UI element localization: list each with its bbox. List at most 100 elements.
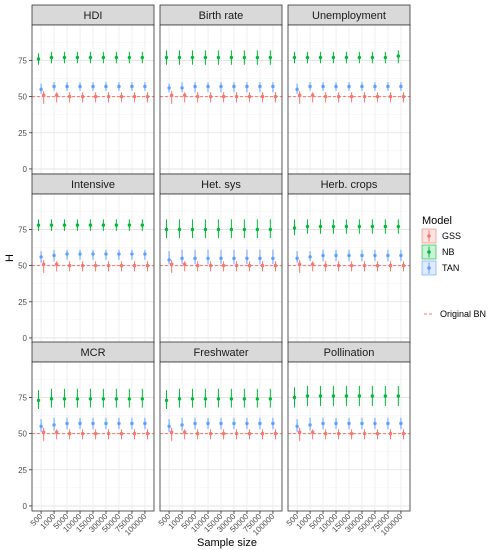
- point-tan: [232, 256, 236, 261]
- point-tan: [104, 252, 108, 256]
- point-tan: [295, 424, 299, 429]
- point-gss: [106, 94, 111, 99]
- point-tan: [65, 252, 69, 256]
- point-gss: [362, 263, 367, 268]
- facet-panel: HDI: [31, 4, 155, 175]
- point-gss: [221, 263, 226, 268]
- point-gss: [169, 93, 174, 97]
- point-gss: [273, 431, 278, 436]
- point-nb: [370, 224, 375, 229]
- point-gss: [182, 262, 187, 266]
- point-nb: [114, 223, 119, 227]
- point-tan: [245, 421, 249, 426]
- point-gss: [375, 431, 380, 436]
- point-tan: [245, 84, 249, 89]
- point-nb: [318, 55, 323, 60]
- point-gss: [349, 431, 354, 436]
- point-tan: [78, 252, 82, 256]
- point-nb: [292, 395, 297, 400]
- facet-panel: Intensive: [31, 173, 155, 344]
- point-gss: [169, 262, 174, 266]
- point-nb: [114, 397, 119, 401]
- facet-title: MCR: [80, 347, 105, 359]
- point-gss: [106, 263, 111, 268]
- facet-title: HDI: [84, 10, 103, 22]
- point-gss: [260, 431, 265, 436]
- point-gss: [93, 431, 98, 436]
- point-gss: [297, 430, 302, 434]
- point-tan: [334, 84, 338, 89]
- legend-label: GSS: [442, 231, 461, 241]
- point-nb: [229, 55, 234, 60]
- y-axis-title: H: [4, 254, 16, 262]
- point-tan: [334, 253, 338, 258]
- point-nb: [229, 227, 234, 232]
- point-tan: [167, 258, 171, 262]
- point-nb: [88, 55, 93, 60]
- point-nb: [318, 394, 323, 398]
- point-tan: [193, 256, 197, 261]
- point-gss: [234, 431, 239, 436]
- point-tan: [167, 424, 171, 429]
- point-gss: [247, 431, 252, 436]
- point-nb: [177, 227, 182, 232]
- y-tick-label: 0: [23, 334, 28, 343]
- point-nb: [305, 394, 310, 398]
- legend-title: Model: [422, 215, 452, 227]
- point-gss: [41, 430, 46, 434]
- y-tick-label: 25: [18, 466, 27, 475]
- point-gss: [169, 430, 174, 434]
- point-nb: [331, 394, 336, 398]
- point-tan: [219, 421, 223, 426]
- point-nb: [370, 394, 375, 398]
- point-gss: [323, 263, 328, 268]
- point-tan: [117, 421, 121, 426]
- point-tan: [399, 421, 403, 426]
- point-nb: [127, 397, 132, 401]
- point-tan: [39, 87, 43, 92]
- point-gss: [388, 263, 393, 268]
- point-gss: [221, 94, 226, 99]
- point-nb: [49, 223, 54, 227]
- point-gss: [388, 94, 393, 99]
- facet-panel: Het. sys: [159, 173, 283, 344]
- point-tan: [386, 421, 390, 426]
- point-nb: [357, 55, 362, 60]
- point-tan: [193, 421, 197, 426]
- point-nb: [177, 397, 182, 401]
- y-tick-label: 25: [18, 298, 27, 307]
- point-nb: [255, 227, 260, 232]
- point-nb: [318, 224, 323, 229]
- point-gss: [145, 94, 150, 99]
- point-gss: [234, 263, 239, 268]
- point-tan: [78, 421, 82, 426]
- point-gss: [297, 262, 302, 266]
- point-gss: [208, 431, 213, 436]
- point-gss: [336, 431, 341, 436]
- point-gss: [336, 263, 341, 268]
- point-gss: [273, 94, 278, 99]
- point-nb: [190, 227, 195, 232]
- facet-title: Intensive: [71, 179, 115, 191]
- point-nb: [242, 55, 247, 60]
- point-nb: [396, 54, 401, 58]
- point-nb: [177, 55, 182, 60]
- point-tan: [360, 253, 364, 258]
- point-tan: [386, 253, 390, 258]
- point-gss: [132, 94, 137, 99]
- point-tan: [386, 84, 390, 89]
- point-nb: [75, 397, 80, 401]
- point-tan: [78, 84, 82, 89]
- point-tan: [91, 252, 95, 256]
- y-tick-label: 25: [18, 129, 27, 138]
- point-gss: [260, 263, 265, 268]
- point-tan: [39, 424, 43, 429]
- point-gss: [93, 263, 98, 268]
- point-gss: [375, 263, 380, 268]
- point-tan: [308, 84, 312, 89]
- point-nb: [75, 223, 80, 227]
- point-gss: [260, 94, 265, 99]
- point-tan: [399, 253, 403, 258]
- point-gss: [80, 263, 85, 268]
